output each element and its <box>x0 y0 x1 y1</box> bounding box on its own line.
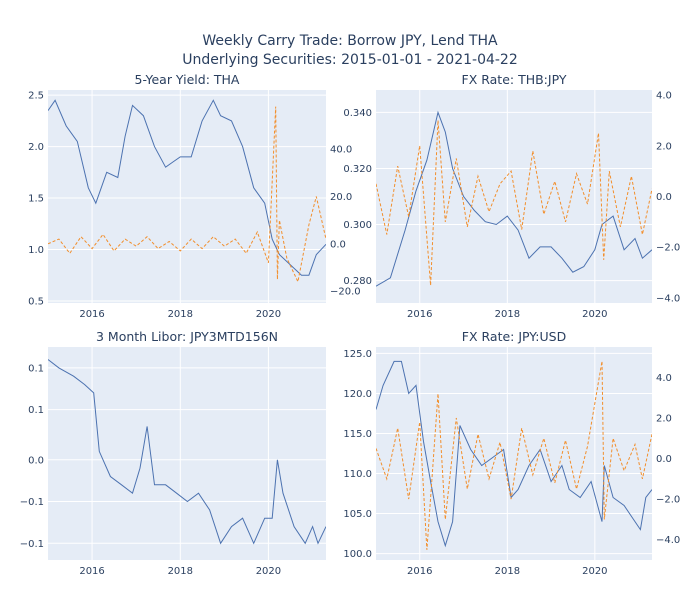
y2-tick-label: −2.0 <box>656 495 680 506</box>
y2-tick-label: 0.0 <box>656 454 672 465</box>
figure-title-line1: Weekly Carry Trade: Borrow JPY, Lend THA <box>202 33 498 49</box>
y-tick-label: 115.0 <box>343 429 372 440</box>
primary-series-line <box>376 110 652 287</box>
x-tick-label: 2018 <box>495 566 520 577</box>
y2-tick-label: 20.0 <box>330 192 352 203</box>
y-tick-label: 2.5 <box>28 91 44 102</box>
plot-area <box>48 347 326 560</box>
subplot-title: FX Rate: THB:JPY <box>462 72 567 87</box>
y-tick-label: −0.1 <box>20 539 44 550</box>
secondary-series-line <box>376 120 652 286</box>
y-tick-label: 0.320 <box>343 164 372 175</box>
y-tick-label: 0.280 <box>343 276 372 287</box>
y2-tick-label: 40.0 <box>330 145 352 156</box>
x-tick-label: 2016 <box>407 566 432 577</box>
x-tick-label: 2016 <box>79 566 104 577</box>
x-tick-label: 2016 <box>79 309 104 320</box>
y-tick-label: 1.5 <box>28 194 44 205</box>
x-tick-label: 2018 <box>168 309 193 320</box>
y-tick-label: 2.0 <box>28 142 44 153</box>
primary-series-line <box>48 359 326 545</box>
panel-thbjpy: FX Rate: THB:JPY 2016 2018 2020 0.280 0.300 0.… <box>343 72 680 320</box>
y-tick-label: 105.0 <box>343 509 372 520</box>
y-tick-label: 0.1 <box>28 363 44 374</box>
x-tick-label: 2018 <box>168 566 193 577</box>
x-tick-label: 2020 <box>582 309 607 320</box>
secondary-series-line <box>48 106 326 284</box>
y-tick-label: 0.1 <box>28 405 44 416</box>
panel-jpyusd: FX Rate: JPY:USD 2016 2018 2020 100.0 105.0 11… <box>343 329 680 577</box>
panel-libor: 3 Month Libor: JPY3MTD156N 2016 2018 2020 0.… <box>20 329 326 577</box>
secondary-series-line <box>376 361 652 550</box>
x-tick-label: 2016 <box>407 309 432 320</box>
y-tick-label: 1.0 <box>28 245 44 256</box>
y2-tick-label: 2.0 <box>656 141 672 152</box>
plot-area <box>376 90 652 303</box>
subplot-title: FX Rate: JPY:USD <box>462 329 566 344</box>
y-tick-label: 0.340 <box>343 108 372 119</box>
panel-yield: 5-Year Yield: THA 2016 2018 2020 0.5 1.0 1.5 2.… <box>28 72 361 320</box>
y-tick-label: 110.0 <box>343 469 372 480</box>
figure-title-line2: Underlying Securities: 2015-01-01 - 2021… <box>182 52 518 68</box>
y-tick-label: −0.1 <box>20 497 44 508</box>
x-tick-label: 2020 <box>256 566 281 577</box>
y2-tick-label: 0.0 <box>330 239 346 250</box>
subplot-title: 3 Month Libor: JPY3MTD156N <box>96 329 278 344</box>
y-tick-label: 120.0 <box>343 389 372 400</box>
x-tick-label: 2020 <box>256 309 281 320</box>
y2-tick-label: 4.0 <box>656 91 672 102</box>
x-tick-label: 2020 <box>582 566 607 577</box>
y2-tick-label: 4.0 <box>656 373 672 384</box>
y2-tick-label: −20.0 <box>330 287 361 298</box>
y-tick-label: 100.0 <box>343 549 372 560</box>
y-tick-label: 0.5 <box>28 296 44 307</box>
primary-series-line <box>48 99 326 276</box>
subplot-title: 5-Year Yield: THA <box>135 72 240 87</box>
plot-area <box>376 347 652 560</box>
x-tick-label: 2018 <box>495 309 520 320</box>
y2-tick-label: 2.0 <box>656 414 672 425</box>
y2-tick-label: 0.0 <box>656 192 672 203</box>
y-tick-label: 0.300 <box>343 220 372 231</box>
y2-tick-label: −4.0 <box>656 535 680 546</box>
y-tick-label: 0.0 <box>28 455 44 466</box>
plot-area <box>48 90 326 303</box>
y2-tick-label: −2.0 <box>656 243 680 254</box>
y2-tick-label: −4.0 <box>656 293 680 304</box>
y-tick-label: 125.0 <box>343 349 372 360</box>
